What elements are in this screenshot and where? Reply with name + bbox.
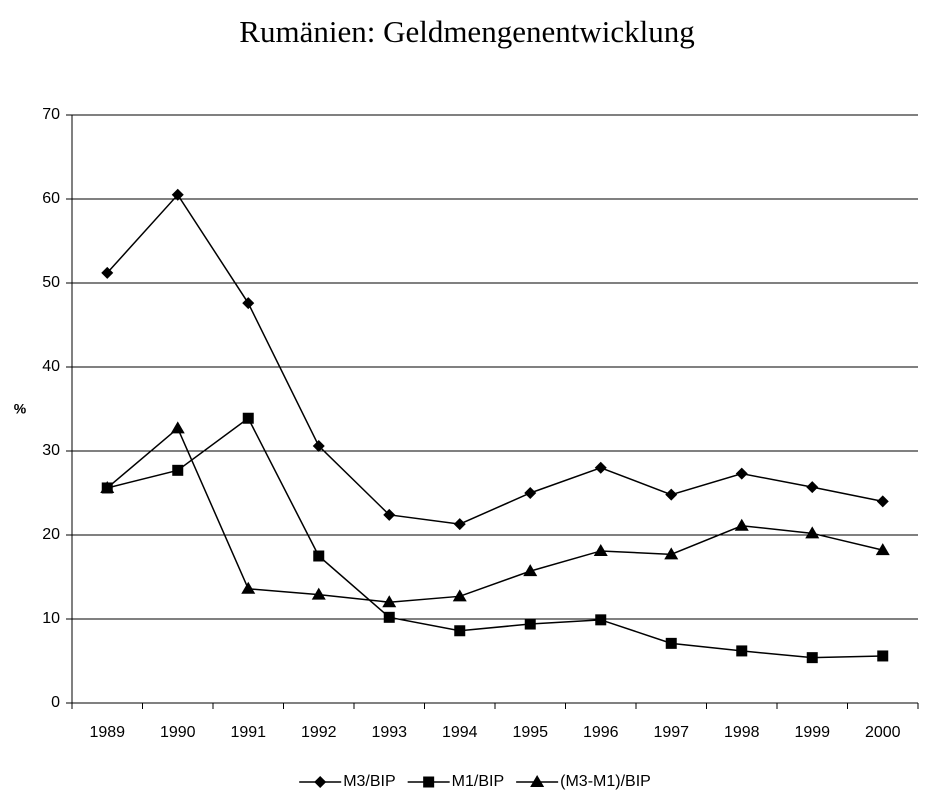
y-tick-label: 40 <box>42 358 60 375</box>
x-tick-label: 2000 <box>865 724 901 741</box>
marker <box>877 650 889 662</box>
x-tick-label: 1998 <box>724 724 760 741</box>
marker <box>311 587 326 600</box>
marker <box>806 481 819 494</box>
marker <box>595 614 607 626</box>
marker <box>736 645 748 657</box>
marker <box>454 625 466 637</box>
marker <box>735 467 748 480</box>
x-tick-label: 1989 <box>89 724 125 741</box>
marker <box>172 464 184 476</box>
marker <box>453 518 466 531</box>
marker <box>806 652 818 664</box>
marker <box>665 488 678 501</box>
y-tick-label: 50 <box>42 274 60 291</box>
x-tick-label: 1997 <box>653 724 689 741</box>
marker <box>594 461 607 474</box>
x-tick-label: 1992 <box>301 724 337 741</box>
legend-label: M3/BIP <box>343 773 395 790</box>
y-tick-label: 70 <box>42 106 60 123</box>
legend-label: (M3-M1)/BIP <box>560 773 651 790</box>
marker <box>242 297 255 310</box>
marker <box>524 487 537 499</box>
series-line <box>106 193 883 525</box>
marker <box>875 543 890 556</box>
marker <box>423 776 435 788</box>
legend-label: M1/BIP <box>452 773 504 790</box>
x-tick-label: 1991 <box>230 724 266 741</box>
marker <box>523 564 538 577</box>
marker <box>241 581 256 594</box>
marker <box>665 637 677 649</box>
marker <box>383 508 396 521</box>
marker <box>593 543 608 556</box>
y-tick-label: 20 <box>42 526 60 543</box>
marker <box>382 595 397 608</box>
marker <box>313 550 325 562</box>
marker <box>383 611 395 623</box>
x-tick-label: 1996 <box>583 724 619 741</box>
y-axis-label: % <box>14 401 27 417</box>
marker <box>242 412 254 424</box>
legend: M3/BIP M1/BIP (M3-M1)/BIP <box>299 773 651 790</box>
x-tick-label: 1990 <box>160 724 196 741</box>
y-tick-label: 10 <box>42 610 60 627</box>
x-tick-label: 1999 <box>794 724 830 741</box>
y-tick-label: 60 <box>42 190 60 207</box>
y-tick-label: 30 <box>42 442 60 459</box>
marker <box>664 547 679 560</box>
marker <box>100 480 115 493</box>
x-tick-label: 1993 <box>371 724 407 741</box>
series-line <box>106 427 883 603</box>
marker <box>452 589 467 602</box>
marker <box>805 526 820 539</box>
marker <box>734 518 749 531</box>
marker <box>876 495 889 508</box>
x-tick-label: 1994 <box>442 724 478 741</box>
marker <box>171 188 184 201</box>
marker <box>314 776 327 788</box>
marker <box>312 439 325 452</box>
y-tick-label: 0 <box>51 694 60 711</box>
series-line <box>107 417 883 659</box>
x-tick-label: 1995 <box>512 724 548 741</box>
chart-title: Rumänien: Geldmengenentwicklung <box>239 14 694 49</box>
marker <box>170 421 185 434</box>
marker <box>101 266 114 279</box>
marker <box>524 618 536 630</box>
marker <box>530 775 545 787</box>
